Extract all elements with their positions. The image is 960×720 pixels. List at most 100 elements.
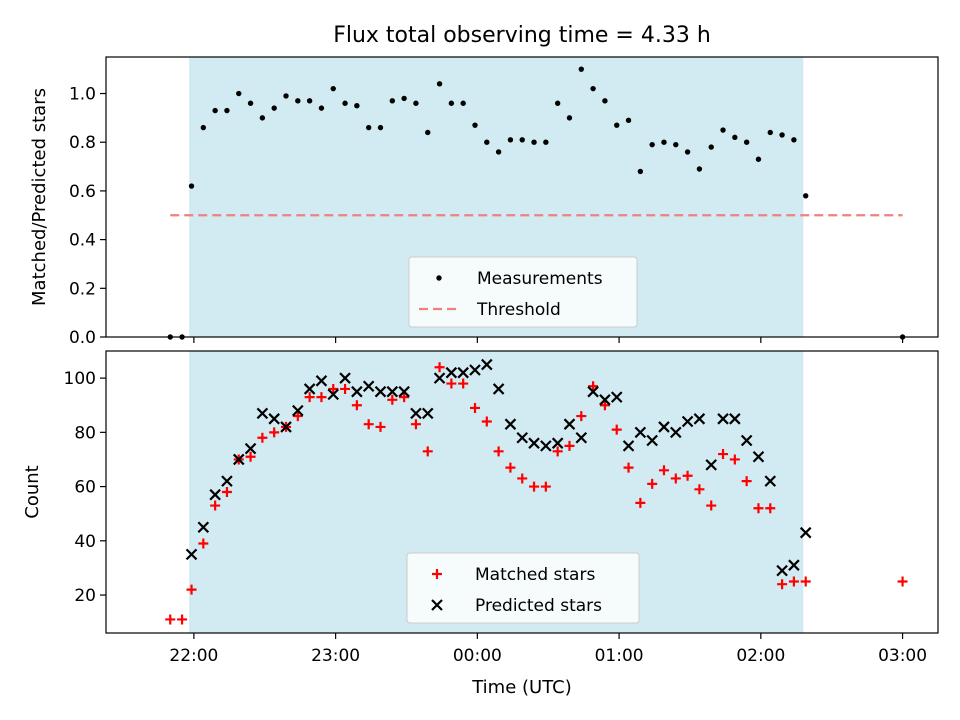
- matched-stars-point: [446, 378, 457, 389]
- matched-stars-point: [422, 446, 433, 457]
- measurement-point: [295, 98, 301, 104]
- predicted-stars-point: [374, 385, 387, 398]
- predicted-stars-point: [658, 421, 670, 433]
- measurement-point: [188, 183, 195, 189]
- predicted-stars-point: [646, 434, 658, 447]
- matched-stars-point: [221, 487, 232, 497]
- predicted-stars-point: [303, 383, 316, 395]
- measurement-point: [590, 85, 596, 92]
- measurement-point: [661, 139, 667, 145]
- matched-stars-point: [753, 503, 764, 514]
- predicted-stars-point: [469, 364, 481, 376]
- matched-stars-point: [375, 421, 386, 432]
- predicted-stars-point: [492, 383, 505, 395]
- y-axis-label: Matched/Predicted stars: [29, 88, 50, 306]
- matched-stars-point: [694, 484, 705, 495]
- measurement-point: [732, 134, 738, 141]
- predicted-stars-point: [433, 372, 446, 384]
- measurement-point: [791, 137, 797, 143]
- x-tick-label: 03:00: [878, 646, 927, 666]
- predicted-stars-point: [729, 413, 741, 425]
- measurement-point: [200, 124, 207, 131]
- matched-stars-point: [718, 449, 729, 460]
- measurement-point: [259, 115, 266, 121]
- matched-stars-point: [387, 394, 398, 405]
- predicted-stars-point: [752, 450, 765, 463]
- matched-stars-point: [611, 424, 622, 435]
- y-tick-label: 20: [74, 586, 96, 606]
- predicted-stars-point: [540, 440, 552, 452]
- measurement-point: [602, 98, 608, 104]
- y-tick-label: 60: [74, 478, 96, 498]
- matched-stars-point: [363, 419, 374, 430]
- top-ratio-panel: 0.0 0.2 0.4 0.6 0.8 1.0 Matched/Predicted star…: [29, 56, 939, 348]
- measurement-point: [413, 100, 419, 106]
- predicted-stars-point: [268, 413, 280, 425]
- predicted-stars-point: [481, 358, 493, 371]
- matched-stars-point: [210, 500, 221, 511]
- y-tick-label: 100: [64, 369, 96, 389]
- measurement-point: [554, 100, 561, 106]
- measurement-point: [673, 141, 679, 148]
- predicted-stars-point: [717, 413, 729, 425]
- matched-stars-point: [469, 402, 480, 413]
- measurement-point: [436, 81, 443, 87]
- measurement-point: [696, 166, 703, 172]
- measurement-point: [318, 105, 325, 111]
- matched-stars-point: [670, 473, 681, 484]
- measurement-point: [472, 122, 478, 128]
- matched-stars-point: [647, 478, 658, 489]
- axes-frame: [105, 350, 939, 634]
- matched-stars-point: [800, 576, 811, 587]
- measurement-point: [484, 139, 490, 145]
- measurement-point: [625, 117, 632, 124]
- axes-frame: [105, 56, 939, 338]
- matched-stars-point: [777, 579, 788, 590]
- predicted-stars-point: [410, 407, 422, 420]
- predicted-stars-point: [362, 380, 375, 393]
- predicted-stars-point: [528, 437, 540, 449]
- measurement-point: [495, 149, 502, 155]
- predicted-stars-point: [563, 418, 576, 430]
- predicted-stars-point: [232, 453, 245, 466]
- measurement-point: [377, 124, 384, 131]
- matched-stars-point: [505, 462, 516, 473]
- matched-stars-point: [165, 614, 176, 625]
- predicted-stars-point: [693, 413, 706, 425]
- measurement-point: [649, 141, 655, 148]
- predicted-stars-point: [740, 434, 753, 447]
- predicted-stars-point: [327, 388, 340, 401]
- predicted-stars-point: [799, 526, 812, 539]
- predicted-stars-point: [551, 437, 564, 449]
- predicted-stars-point: [421, 407, 434, 420]
- measurement-point: [224, 107, 230, 114]
- matched-stars-point: [517, 473, 528, 484]
- predicted-stars-point: [610, 391, 623, 403]
- legend: [406, 552, 640, 624]
- measurement-point: [247, 100, 254, 106]
- measurement-point: [543, 139, 549, 145]
- measurement-point: [212, 107, 218, 114]
- matched-stars-point: [198, 538, 209, 549]
- matched-stars-point: [576, 411, 587, 422]
- y-tick-label: 0.4: [69, 231, 96, 251]
- measurement-point: [755, 156, 762, 162]
- predicted-stars-point: [587, 385, 599, 398]
- predicted-stars-point: [315, 375, 328, 387]
- predicted-stars-point: [516, 431, 529, 444]
- matched-stars-point: [765, 503, 776, 514]
- predicted-stars-point: [280, 421, 292, 433]
- legend-label: Measurements: [477, 269, 603, 289]
- predicted-stars-point: [681, 415, 694, 428]
- y-tick-label: 80: [74, 423, 96, 443]
- matched-stars-point: [351, 400, 362, 411]
- y-tick-label: 0.0: [69, 328, 96, 348]
- y-tick-label: 1.0: [69, 85, 96, 105]
- matched-stars-point: [269, 427, 280, 438]
- measurement-point: [803, 193, 809, 199]
- matched-stars-point: [328, 383, 339, 394]
- y-tick-label: 0.6: [69, 182, 96, 202]
- matched-stars-point: [588, 381, 599, 392]
- matched-stars-point: [316, 392, 327, 403]
- legend-marker: [432, 569, 442, 579]
